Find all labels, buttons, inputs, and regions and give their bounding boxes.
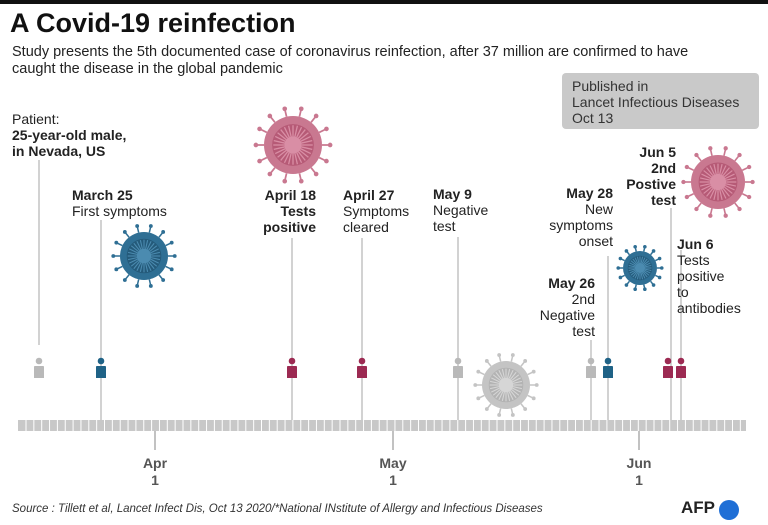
person-icon [453,357,463,378]
event-text: cleared [343,219,389,235]
event-date: May 26 [548,275,595,291]
event-april-27: April 27 Symptoms cleared [343,187,409,235]
axis-tick-may: May 1 [363,455,423,489]
event-date: Jun 5 [639,144,676,160]
tick-month: Apr [142,455,168,471]
person-icon [676,357,686,378]
page-subtitle: Study presents the 5th documented case o… [12,44,689,77]
page-title: A Covid-19 reinfection [10,8,296,38]
event-text: test [572,323,595,339]
event-text: to [677,284,689,300]
event-may-9: May 9 Negative test [433,186,488,234]
event-text: Negative [539,307,595,323]
patient-age: 25-year-old male, [12,127,127,143]
patient-heading: Patient: [12,111,60,127]
tick-day: 1 [151,472,159,488]
event-text: symptoms [549,217,613,233]
virus-illustration-pink [681,146,755,218]
event-march-25: March 25 First symptoms [72,187,167,219]
axis-tick-apr: Apr 1 [125,455,185,489]
person-icon [586,357,596,378]
publication-line-2: Lancet Infectious Diseases [572,94,740,110]
source-note: Source : Tillett et al, Lancet Infect Di… [12,503,543,515]
person-icon [357,357,367,378]
patient-label: Patient: 25-year-old male, in Nevada, US [12,111,126,159]
timeline-day-ticks [25,420,741,431]
event-text: Negative [433,202,489,218]
tick-day: 1 [635,472,643,488]
event-text: 2nd [651,160,676,176]
event-text: test [433,218,456,234]
event-text: New [584,201,613,217]
event-april-18: April 18 Tests positive [236,187,316,235]
virus-illustration-blue [111,224,177,288]
event-jun-5: Jun 5 2nd Postive test [606,144,676,208]
tick-month: Jun [626,455,652,471]
tick-day: 1 [389,472,397,488]
connector-lines [38,160,682,420]
event-date: April 18 [264,187,316,203]
person-icon [34,357,44,378]
top-rule [0,0,768,4]
publication-box: Published in Lancet Infectious Diseases … [562,73,759,129]
axis-tick-jun: Jun 1 [609,455,669,489]
timeline-bar [18,420,746,431]
event-text: Tests [677,252,710,268]
event-jun-6: Jun 6 Tests positive to antibodies [677,236,741,316]
event-date: May 9 [433,186,472,202]
month-ticks [154,431,640,450]
person-icon [96,357,106,378]
event-text: Tests [280,203,316,219]
event-text: positive [263,219,316,235]
event-date: March 25 [72,187,133,203]
event-text: 2nd [571,291,595,307]
tick-month: May [379,455,407,471]
event-text: onset [578,233,613,249]
virus-illustration-grey [473,353,539,417]
event-text: test [651,192,676,208]
patient-location: in Nevada, US [12,143,106,159]
person-icon [287,357,297,378]
virus-illustration-pink [253,106,333,184]
event-text: positive [677,268,725,284]
publication-line-3: Oct 13 [572,110,614,126]
event-date: May 28 [566,185,613,201]
person-icon [603,357,613,378]
event-date: Jun 6 [677,236,714,252]
event-may-28: May 28 New symptoms onset [533,185,613,249]
event-text: Postive [626,176,676,192]
event-text: antibodies [677,300,741,316]
event-may-26: May 26 2nd Negative test [520,275,595,339]
afp-logo-dot-icon [719,500,739,520]
virus-illustration-blue [616,244,664,292]
event-date: April 27 [343,187,395,203]
event-text: First symptoms [72,203,167,219]
event-text: Symptoms [343,203,410,219]
publication-line-1: Published in [572,78,649,94]
afp-logo: AFP [681,498,715,517]
